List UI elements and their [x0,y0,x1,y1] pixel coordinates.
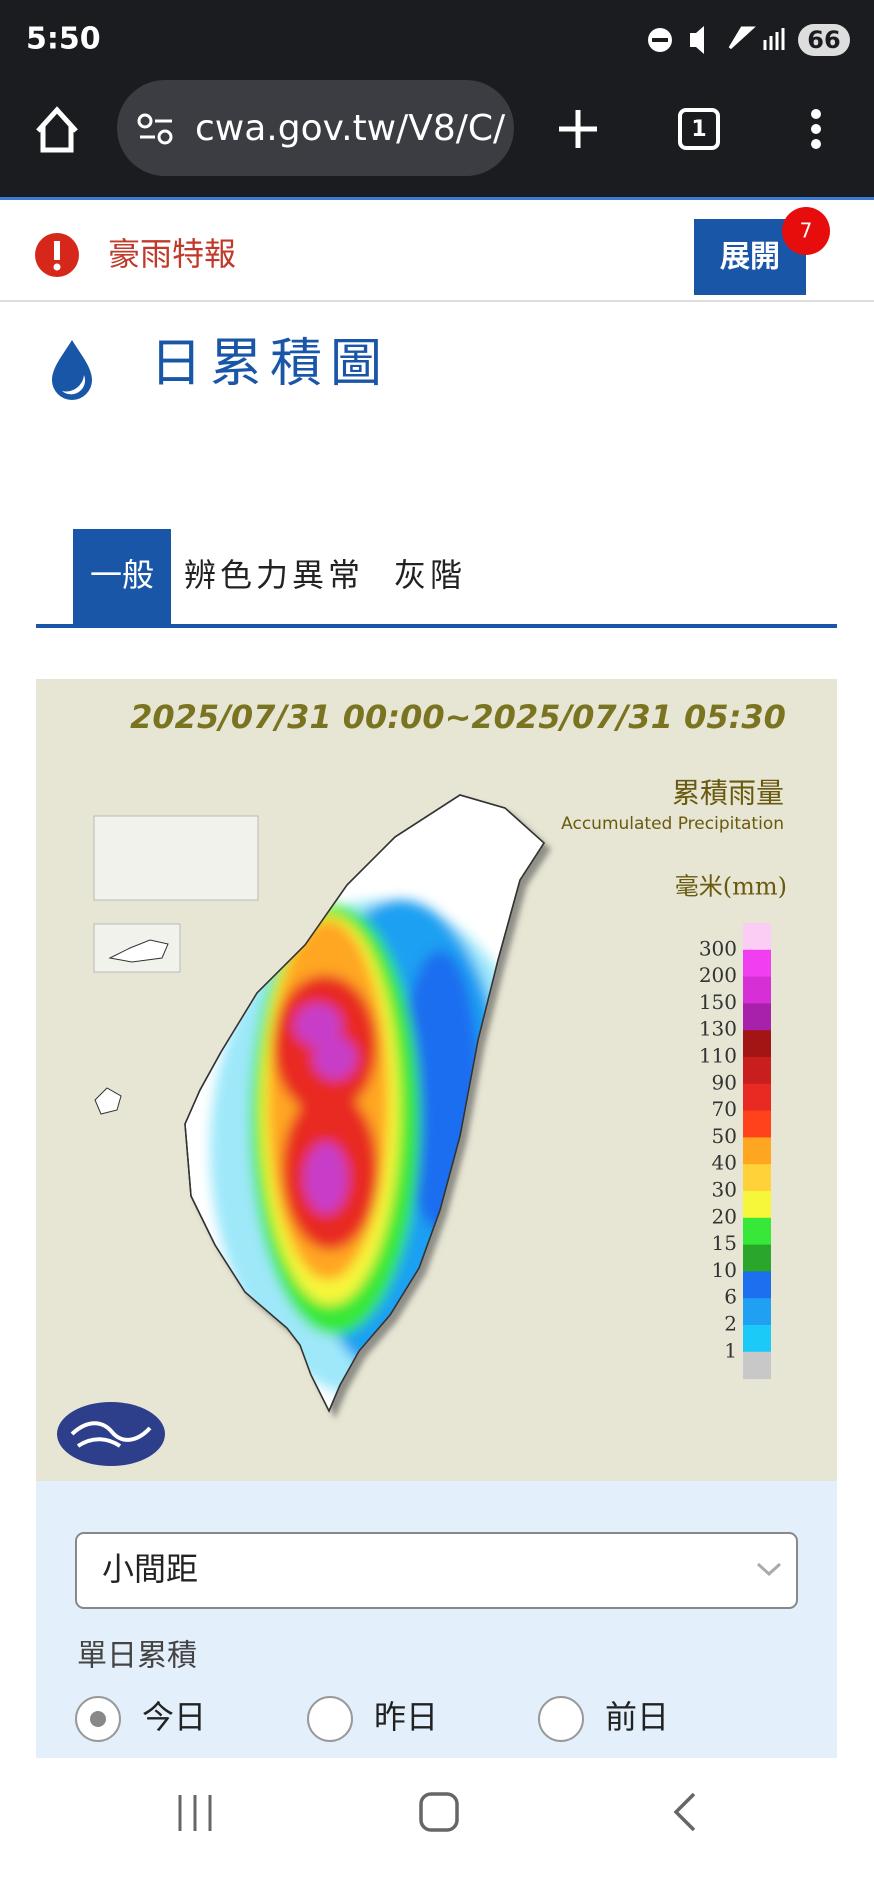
legend-unit: 毫米(mm) [675,873,787,901]
legend-swatch [743,1137,771,1165]
legend-label: 40 [712,1151,737,1175]
tab-underline [36,624,837,628]
legend-swatch [743,1057,771,1085]
radio[interactable] [307,1696,353,1742]
legend-swatch [743,949,771,978]
home-nav[interactable] [419,1792,459,1832]
tab[interactable]: 辨色力異常 [184,556,364,594]
tab-count: 1 [691,117,706,142]
legend-label: 300 [699,936,737,960]
legend-label: 90 [712,1070,737,1094]
legend-label: 15 [712,1231,737,1255]
recents-button[interactable] [178,1795,212,1831]
battery [798,24,850,56]
radio-label[interactable]: 昨日 [374,1698,438,1736]
select-box[interactable] [75,1532,798,1609]
legend-title: 累積雨量 [672,777,784,810]
page-title: 日累積圖 [150,334,390,394]
legend-label: 150 [699,990,737,1014]
legend-label: 10 [712,1258,737,1282]
badge-count: 7 [800,219,813,243]
url-text: cwa.gov.tw/V8/C/ [195,108,506,149]
radio-label[interactable]: 前日 [605,1698,669,1736]
new-tab[interactable] [559,110,597,148]
menu-button[interactable] [811,109,821,149]
legend-label: 200 [699,963,737,987]
url-bar[interactable] [117,80,514,176]
load-line [0,197,874,200]
legend-swatch [743,1083,771,1112]
legend-label: 6 [724,1285,737,1309]
map-period: 2025/07/31 00:00~2025/07/31 05:30 [130,698,786,736]
signal-icon [728,26,785,50]
legend-label: 1 [724,1338,737,1362]
battery-level: 66 [807,26,840,54]
cwa-logo [57,1402,165,1466]
legend-swatch [743,1164,771,1192]
group-label: 單日累積 [77,1639,197,1674]
legend-swatch [743,976,771,1004]
legend-swatch [743,1351,771,1380]
select-value: 小間距 [102,1550,198,1588]
legend-label: 30 [712,1178,737,1202]
legend-label: 50 [712,1124,737,1148]
legend-subtitle: Accumulated Precipitation [561,814,784,834]
legend-label: 70 [712,1097,737,1121]
expand-label: 展開 [720,240,780,275]
back-button[interactable] [673,1792,696,1832]
legend-swatch [743,1030,771,1058]
legend-swatch [743,1298,771,1326]
tab[interactable]: 灰階 [394,556,466,594]
legend-swatch [743,1191,771,1219]
legend-label: 110 [699,1044,737,1068]
legend-swatch [743,1003,771,1031]
legend-swatch [743,1325,771,1353]
alert-label[interactable]: 豪雨特報 [108,235,236,273]
inset [93,815,259,901]
radio[interactable] [538,1696,584,1742]
radio-label[interactable]: 今日 [142,1698,206,1736]
tab[interactable]: 一般 [90,556,154,594]
tab-active[interactable] [73,529,171,625]
legend-swatch [743,923,771,951]
legend-swatch [743,1271,771,1299]
legend-swatch [743,1110,771,1138]
home-button[interactable] [36,106,78,153]
mute-icon [690,26,704,54]
legend-label: 2 [724,1312,737,1336]
badge [782,207,830,255]
nav-bar [0,1758,874,1874]
legend-swatch [743,1244,771,1272]
clock: 5:50 [26,22,101,57]
tabs-button[interactable] [678,108,720,150]
legend-label: 20 [712,1204,737,1228]
legend-label: 130 [699,1017,737,1041]
legend-swatch [743,1217,771,1246]
site-info-icon[interactable] [137,113,173,145]
form-panel [36,1481,837,1758]
